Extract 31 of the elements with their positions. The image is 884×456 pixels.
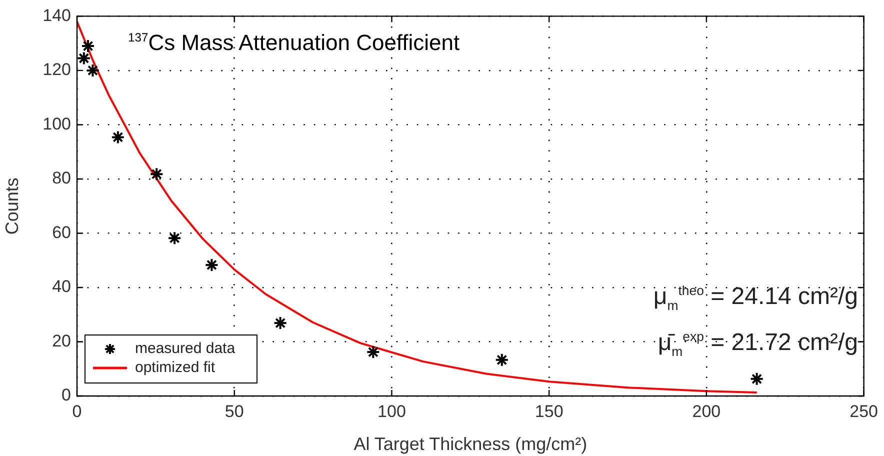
y-tick-label: 60	[52, 222, 71, 242]
point	[494, 352, 509, 367]
y-tick-label: 0	[62, 386, 71, 405]
annotation: μ$_{m}$$^{theo}$ = 24.14 cm²/g	[653, 283, 858, 313]
y-tick-label: 100	[42, 114, 71, 134]
legend-label: measured data	[135, 340, 236, 358]
point	[204, 258, 219, 272]
x-tick-label: 100	[378, 402, 406, 421]
x-tick-label: 200	[692, 402, 721, 421]
point	[366, 345, 380, 360]
point	[81, 39, 96, 54]
point	[273, 316, 288, 330]
point	[750, 372, 764, 386]
y-tick-label: 40	[52, 277, 71, 296]
x-tick-label: 50	[224, 402, 244, 421]
point	[77, 51, 91, 66]
x-tick-label: 150	[534, 402, 564, 421]
x-axis-title: Al Target Thickness (mg/cm²)	[354, 434, 588, 454]
y-tick-label: 140	[42, 6, 71, 25]
x-tick-label: 250	[850, 402, 878, 421]
y-tick-label: 120	[42, 60, 71, 80]
legend-label: optimized fit	[135, 359, 216, 376]
point	[110, 130, 125, 144]
annotation: μ̄$_{m}$$^{exp}$ = 21.72 cm²/g	[658, 329, 858, 359]
y-axis-title: Counts	[2, 178, 22, 235]
y-tick-label: 80	[52, 168, 71, 188]
point	[86, 63, 100, 78]
text: $^{137}$Cs Mass Attenuation Coefficient	[128, 30, 460, 56]
point	[150, 167, 164, 182]
y-tick-label: 20	[52, 331, 71, 350]
point	[168, 231, 182, 246]
